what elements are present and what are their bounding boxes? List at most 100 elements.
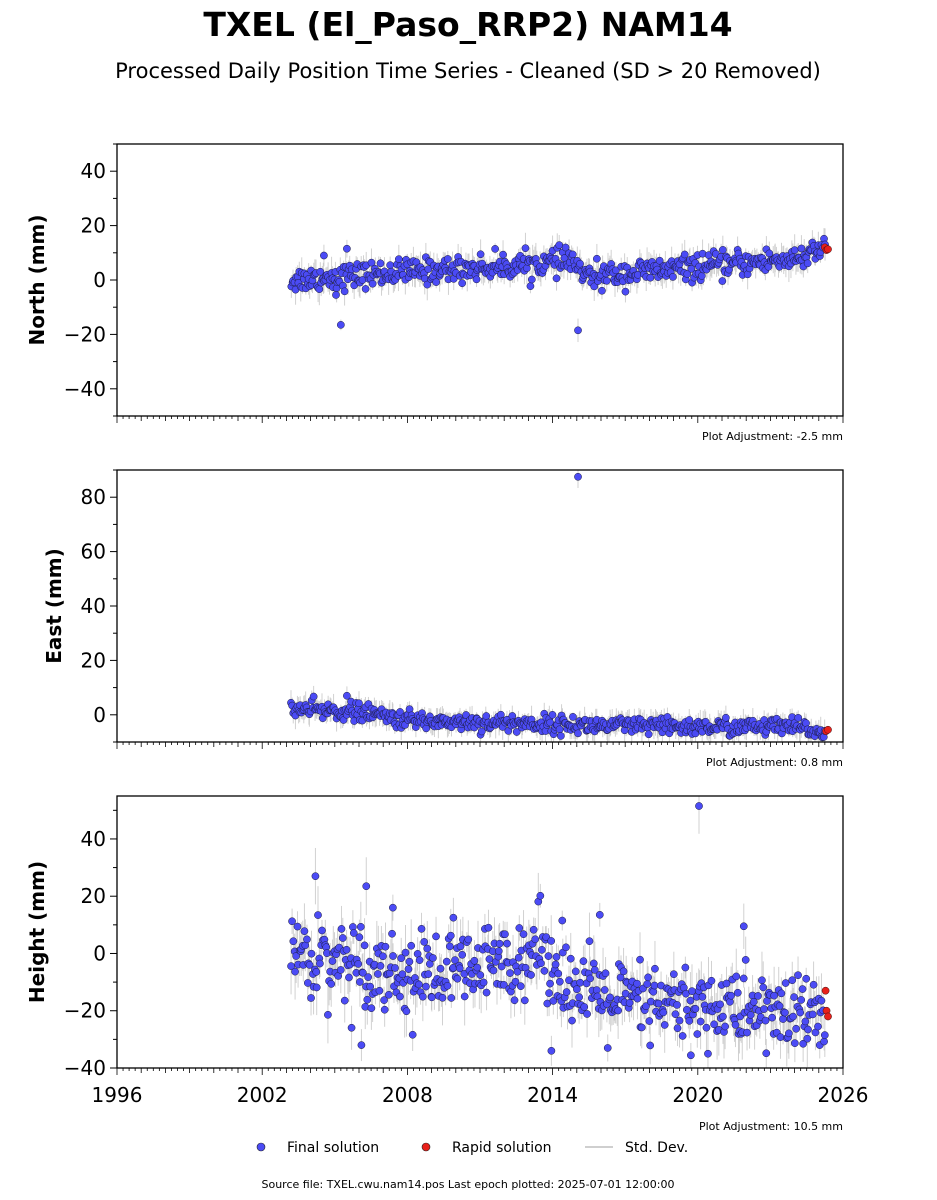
final-point	[601, 969, 610, 978]
final-point	[574, 729, 582, 738]
final-point	[366, 982, 375, 991]
final-point	[739, 922, 748, 931]
final-point	[586, 974, 594, 983]
final-point	[650, 981, 659, 990]
height-panel: Height (mm) Plot Adjustment: 10.5 mm −40…	[25, 795, 868, 1133]
y-tick-label: 40	[81, 827, 106, 851]
final-point	[397, 954, 406, 963]
final-point	[636, 955, 644, 964]
final-point	[574, 326, 582, 335]
final-point	[566, 954, 575, 963]
y-tick-label: 0	[93, 268, 106, 292]
y-tick-label: 80	[81, 485, 106, 509]
final-point	[309, 692, 318, 701]
final-point	[552, 274, 561, 283]
final-point	[759, 983, 768, 992]
final-point	[464, 935, 473, 944]
final-point	[359, 968, 367, 977]
final-point	[521, 244, 530, 253]
final-point	[520, 996, 529, 1005]
final-point	[460, 992, 469, 1001]
final-point	[555, 725, 564, 734]
final-point	[367, 258, 376, 267]
final-point	[765, 249, 774, 258]
x-tick-label: 1996	[92, 1083, 143, 1107]
final-point	[544, 952, 553, 960]
final-point	[803, 1034, 812, 1043]
final-point	[342, 945, 351, 954]
final-point	[716, 1000, 724, 1009]
final-point	[693, 1030, 702, 1038]
final-point	[531, 935, 540, 944]
final-point	[820, 1037, 828, 1046]
final-point	[600, 986, 609, 994]
final-point	[396, 708, 404, 716]
final-point	[494, 947, 503, 955]
y-tick-label: 20	[81, 648, 106, 672]
final-point	[540, 967, 549, 975]
final-point	[710, 1020, 718, 1029]
final-point	[614, 1006, 622, 1015]
final-point	[368, 279, 377, 288]
final-point	[645, 1017, 654, 1025]
legend-final-marker	[256, 1142, 266, 1152]
final-point	[389, 952, 397, 960]
final-point	[722, 979, 731, 988]
east-panel: East (mm) Plot Adjustment: 0.8 mm 0 20 40 6…	[42, 469, 844, 769]
final-point	[364, 973, 372, 981]
final-point	[515, 924, 524, 932]
height-stddev-bars	[290, 796, 826, 1068]
final-point	[446, 931, 455, 940]
final-point	[300, 927, 309, 936]
final-point	[781, 979, 790, 987]
final-point	[379, 952, 387, 961]
final-point	[770, 991, 778, 1000]
final-point	[357, 1041, 366, 1049]
final-point	[655, 256, 664, 265]
final-point	[695, 802, 703, 810]
final-point	[451, 956, 459, 964]
east-final-points	[287, 472, 829, 742]
final-point	[489, 966, 498, 975]
final-point	[499, 250, 507, 259]
rapid-point	[824, 1012, 832, 1021]
final-point	[323, 949, 331, 958]
legend-rapid-label: Rapid solution	[452, 1140, 552, 1156]
final-point	[423, 944, 432, 953]
final-point	[669, 273, 677, 281]
final-point	[312, 968, 321, 976]
rapid-point	[824, 725, 832, 734]
final-point	[775, 1002, 784, 1010]
final-point	[432, 278, 441, 286]
final-point	[340, 287, 349, 296]
final-point	[554, 969, 563, 978]
final-point	[761, 1016, 770, 1025]
rapid-point	[821, 986, 830, 995]
y-tick-label: 40	[81, 594, 106, 618]
final-point	[479, 978, 488, 987]
source-footer: Source file: TXEL.cwu.nam14.pos Last epo…	[261, 1178, 674, 1191]
final-point	[470, 956, 479, 965]
final-point	[569, 713, 577, 721]
final-point	[718, 277, 727, 285]
final-point	[802, 974, 811, 983]
final-point	[415, 956, 424, 964]
legend-rapid-marker	[421, 1142, 431, 1152]
east-axes-frame	[116, 469, 844, 743]
final-point	[576, 978, 585, 987]
final-point	[646, 273, 655, 282]
final-point	[438, 993, 447, 1002]
final-point	[482, 712, 491, 720]
final-point	[362, 882, 371, 891]
final-point	[790, 246, 799, 255]
final-point	[472, 275, 481, 284]
legend-final-label: Final solution	[287, 1140, 379, 1156]
final-point	[798, 985, 807, 993]
final-point	[718, 246, 727, 254]
final-point	[529, 925, 538, 934]
final-point	[328, 957, 337, 965]
final-point	[561, 243, 570, 252]
final-point	[621, 287, 630, 296]
final-point	[456, 942, 465, 951]
